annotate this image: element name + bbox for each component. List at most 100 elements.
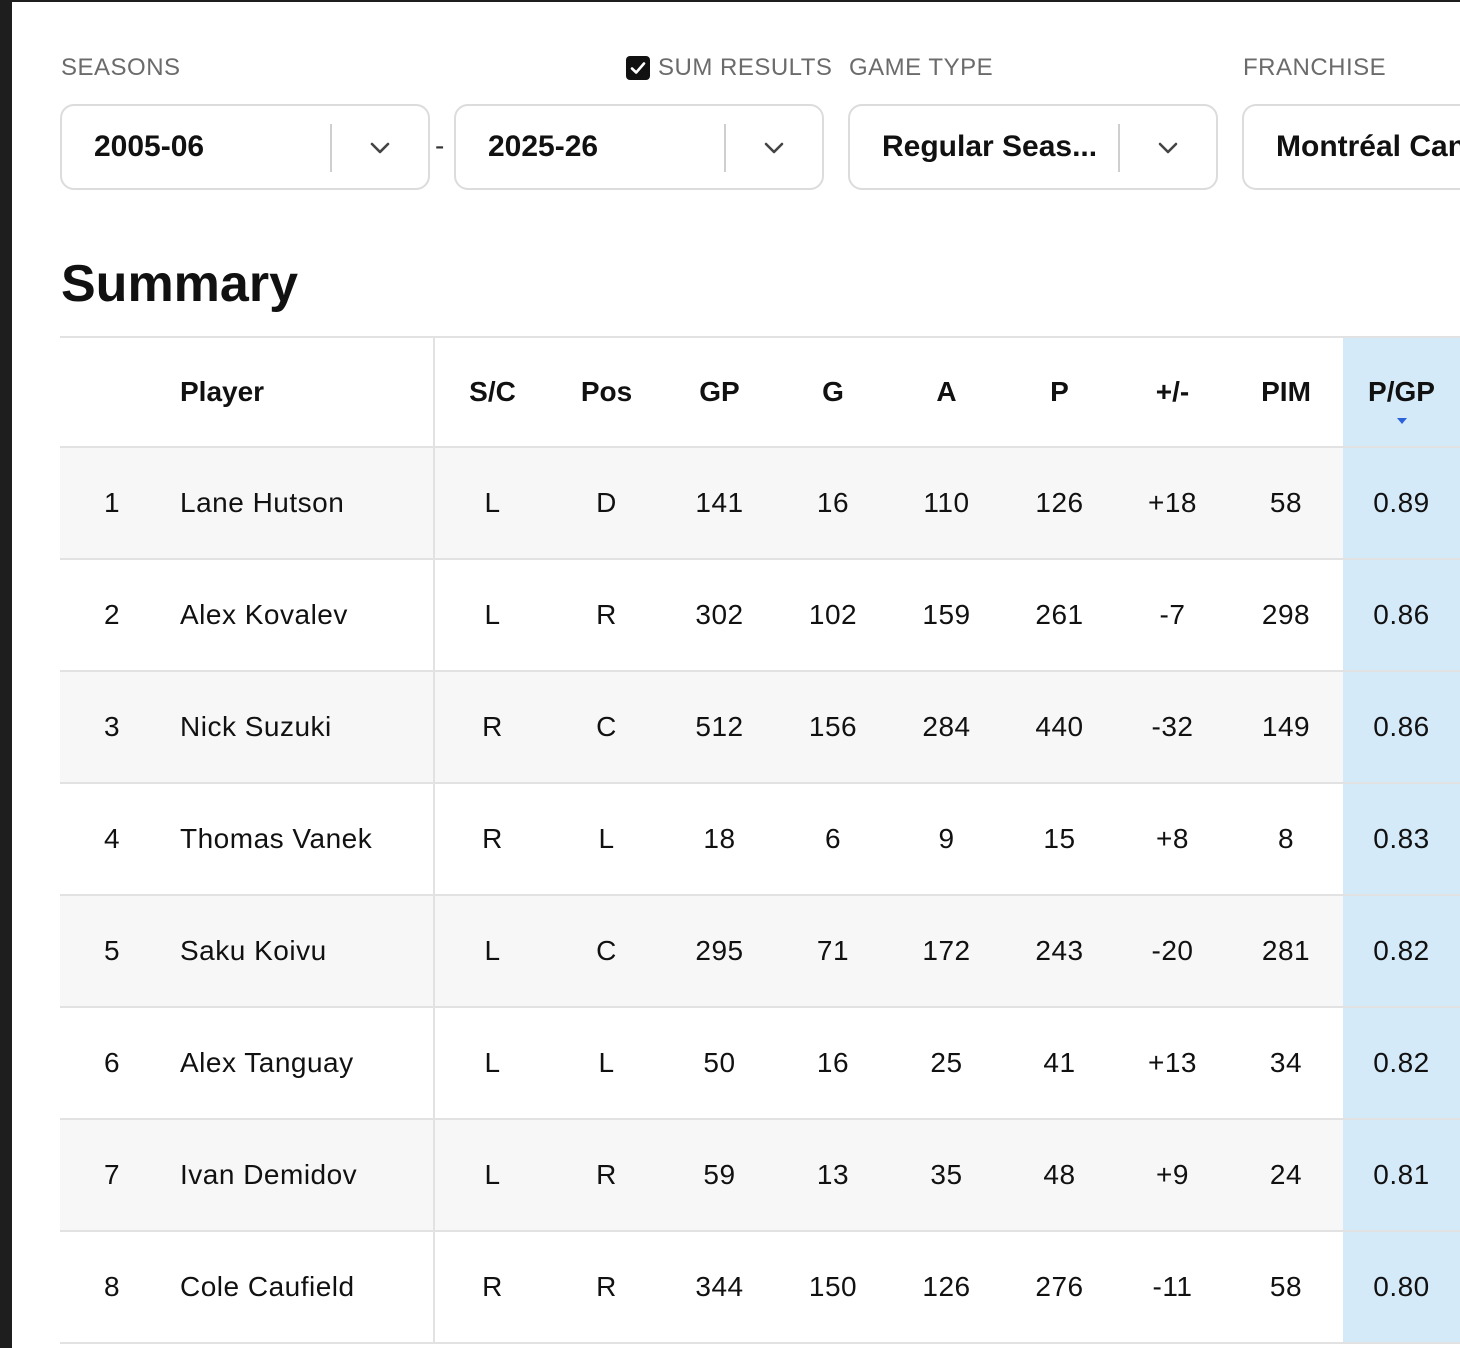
cell-position: C [550, 895, 663, 1008]
cell-rank: 4 [60, 783, 164, 896]
cell-points: 276 [1003, 1231, 1116, 1344]
cell-rank: 1 [60, 447, 164, 560]
chevron-down-icon[interactable] [1155, 135, 1181, 161]
cell-games-played: 344 [663, 1231, 776, 1344]
cell-shoots-catches: L [434, 895, 550, 1008]
cell-rank: 3 [60, 671, 164, 784]
table-row[interactable]: 6 Alex Tanguay L L 50 16 25 41 +13 34 0.82 [60, 1007, 1460, 1120]
checkmark-icon [630, 62, 646, 74]
cell-player-name[interactable]: Cole Caufield [164, 1231, 435, 1344]
cell-shoots-catches: R [434, 671, 550, 784]
cell-player-name[interactable]: Nick Suzuki [164, 671, 435, 784]
cell-assists: 9 [890, 783, 1003, 896]
col-header-position[interactable]: Pos [550, 336, 663, 448]
table-row[interactable]: 5 Saku Koivu L C 295 71 172 243 -20 281 0.82 [60, 895, 1460, 1008]
season-range-separator: - [435, 130, 445, 161]
chevron-down-icon[interactable] [367, 135, 393, 161]
cell-games-played: 512 [663, 671, 776, 784]
col-header-goals[interactable]: G [776, 336, 890, 448]
cell-pim: 298 [1229, 559, 1343, 672]
cell-goals: 13 [776, 1119, 890, 1232]
season-to-select[interactable]: 2025-26 [454, 104, 824, 190]
col-header-points-per-game[interactable]: P/GP [1343, 336, 1460, 448]
game-type-value: Regular Seas... [882, 130, 1098, 163]
col-header-pim[interactable]: PIM [1229, 336, 1343, 448]
cell-player-name[interactable]: Lane Hutson [164, 447, 435, 560]
cell-plus-minus: -20 [1116, 895, 1229, 1008]
col-header-rank [60, 336, 164, 448]
cell-points: 48 [1003, 1119, 1116, 1232]
season-from-select[interactable]: 2005-06 [60, 104, 430, 190]
cell-games-played: 141 [663, 447, 776, 560]
cell-points-per-game: 0.82 [1343, 895, 1460, 1008]
col-header-points[interactable]: P [1003, 336, 1116, 448]
cell-points: 41 [1003, 1007, 1116, 1120]
cell-position: C [550, 671, 663, 784]
col-header-plus-minus[interactable]: +/- [1116, 336, 1229, 448]
cell-assists: 172 [890, 895, 1003, 1008]
cell-shoots-catches: L [434, 1007, 550, 1120]
cell-position: L [550, 783, 663, 896]
cell-pim: 24 [1229, 1119, 1343, 1232]
cell-pim: 281 [1229, 895, 1343, 1008]
cell-games-played: 50 [663, 1007, 776, 1120]
game-type-label: GAME TYPE [849, 54, 994, 81]
cell-goals: 156 [776, 671, 890, 784]
cell-plus-minus: -32 [1116, 671, 1229, 784]
col-header-shoots-catches[interactable]: S/C [434, 336, 550, 448]
cell-points-per-game: 0.80 [1343, 1231, 1460, 1344]
cell-assists: 25 [890, 1007, 1003, 1120]
cell-position: R [550, 1119, 663, 1232]
cell-plus-minus: +13 [1116, 1007, 1229, 1120]
cell-points-per-game: 0.86 [1343, 559, 1460, 672]
season-to-value: 2025-26 [488, 130, 599, 163]
col-header-player[interactable]: Player [164, 336, 435, 448]
cell-plus-minus: +9 [1116, 1119, 1229, 1232]
cell-games-played: 295 [663, 895, 776, 1008]
table-row[interactable]: 2 Alex Kovalev L R 302 102 159 261 -7 298 0.86 [60, 559, 1460, 672]
franchise-select[interactable]: Montréal Can [1242, 104, 1460, 190]
cell-assists: 159 [890, 559, 1003, 672]
season-from-value: 2005-06 [94, 130, 205, 163]
col-header-assists[interactable]: A [890, 336, 1003, 448]
select-separator [1118, 124, 1120, 172]
table-row[interactable]: 1 Lane Hutson L D 141 16 110 126 +18 58 0.89 [60, 447, 1460, 560]
chevron-down-icon[interactable] [761, 135, 787, 161]
cell-player-name[interactable]: Thomas Vanek [164, 783, 435, 896]
col-header-games-played[interactable]: GP [663, 336, 776, 448]
sum-results-toggle[interactable]: SUM RESULTS [626, 54, 832, 82]
cell-assists: 284 [890, 671, 1003, 784]
cell-shoots-catches: L [434, 1119, 550, 1232]
franchise-value: Montréal Can [1276, 130, 1460, 163]
table-row[interactable]: 8 Cole Caufield R R 344 150 126 276 -11 58 0.80 [60, 1231, 1460, 1344]
cell-goals: 71 [776, 895, 890, 1008]
seasons-label: SEASONS [61, 54, 181, 81]
cell-player-name[interactable]: Saku Koivu [164, 895, 435, 1008]
cell-rank: 5 [60, 895, 164, 1008]
cell-points: 243 [1003, 895, 1116, 1008]
cell-assists: 126 [890, 1231, 1003, 1344]
cell-goals: 6 [776, 783, 890, 896]
cell-pim: 58 [1229, 447, 1343, 560]
game-type-select[interactable]: Regular Seas... [848, 104, 1218, 190]
cell-assists: 110 [890, 447, 1003, 560]
cell-player-name[interactable]: Alex Kovalev [164, 559, 435, 672]
cell-goals: 16 [776, 1007, 890, 1120]
cell-plus-minus: -11 [1116, 1231, 1229, 1344]
cell-player-name[interactable]: Ivan Demidov [164, 1119, 435, 1232]
table-row[interactable]: 3 Nick Suzuki R C 512 156 284 440 -32 149 0.86 [60, 671, 1460, 784]
sum-results-checkbox[interactable] [626, 56, 650, 80]
cell-plus-minus: -7 [1116, 559, 1229, 672]
cell-player-name[interactable]: Alex Tanguay [164, 1007, 435, 1120]
cell-position: D [550, 447, 663, 560]
cell-rank: 7 [60, 1119, 164, 1232]
cell-goals: 16 [776, 447, 890, 560]
cell-rank: 2 [60, 559, 164, 672]
cell-goals: 102 [776, 559, 890, 672]
table-row[interactable]: 4 Thomas Vanek R L 18 6 9 15 +8 8 0.83 [60, 783, 1460, 896]
cell-plus-minus: +8 [1116, 783, 1229, 896]
cell-goals: 150 [776, 1231, 890, 1344]
cell-games-played: 59 [663, 1119, 776, 1232]
cell-pim: 58 [1229, 1231, 1343, 1344]
table-row[interactable]: 7 Ivan Demidov L R 59 13 35 48 +9 24 0.81 [60, 1119, 1460, 1232]
